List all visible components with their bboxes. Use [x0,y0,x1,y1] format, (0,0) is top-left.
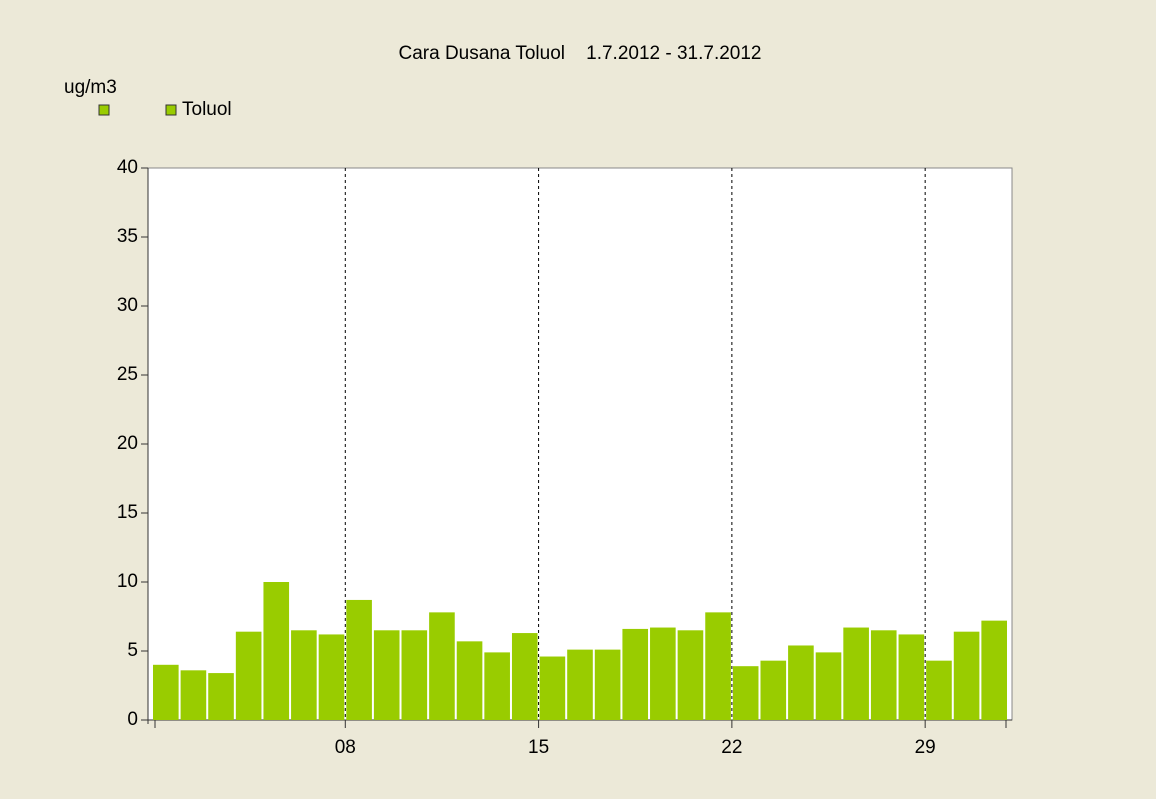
bar [760,660,787,720]
bar [484,652,510,720]
bar [650,627,676,720]
bar [953,631,980,720]
bar [318,634,345,720]
y-axis-label: ug/m3 [64,77,117,98]
bar [732,666,759,720]
bar [346,599,372,720]
bar [981,620,1007,720]
legend-label: Toluol [182,99,232,120]
bar [567,649,593,720]
x-tick-label: 22 [721,737,742,758]
bar [539,656,566,720]
bar [926,660,952,720]
y-tick-label: 35 [117,226,138,247]
x-tick-label: 29 [915,737,936,758]
y-tick-label: 20 [117,433,138,454]
x-tick-label: 15 [528,737,549,758]
bar [208,673,234,720]
y-tick-label: 25 [117,364,138,385]
bar [263,582,290,720]
bar [373,630,400,720]
bar [870,630,897,720]
bar [153,664,179,720]
bar [235,631,262,720]
x-tick-label: 08 [335,737,356,758]
bar [456,641,483,720]
bar [401,630,428,720]
y-tick-label: 30 [117,295,138,316]
legend-swatch [98,104,110,116]
y-tick-label: 5 [127,640,138,661]
y-tick-label: 10 [117,571,138,592]
bar [677,630,704,720]
bar [622,628,649,720]
bar [291,630,317,720]
bar [705,612,731,720]
bar [788,645,814,720]
bar [594,649,621,720]
bar [815,652,842,720]
bar [429,612,455,720]
y-tick-label: 15 [117,502,138,523]
bar [511,633,538,720]
legend-swatch [165,104,177,116]
chart-title: Cara Dusana Toluol 1.7.2012 - 31.7.2012 [398,43,761,64]
y-tick-label: 40 [117,157,138,178]
y-tick-label: 0 [127,709,138,730]
bar [898,634,925,720]
bar [180,670,207,720]
bar [843,627,869,720]
